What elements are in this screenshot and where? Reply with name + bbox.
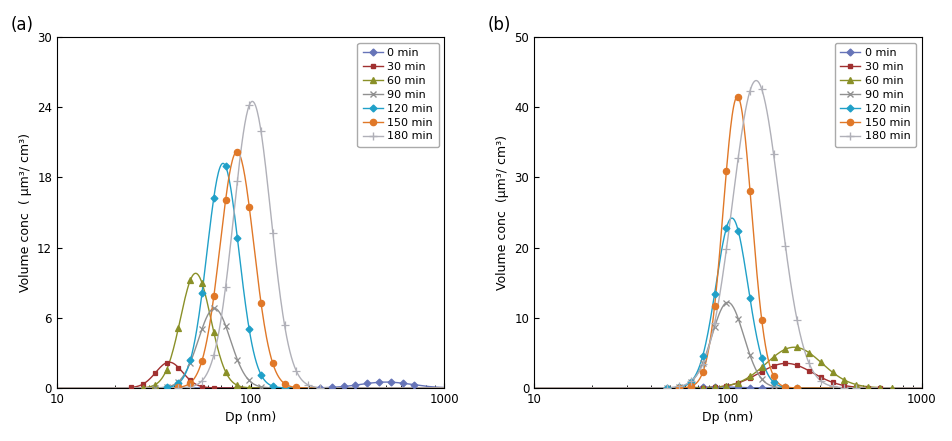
X-axis label: Dp (nm): Dp (nm) bbox=[225, 411, 276, 424]
Text: (b): (b) bbox=[487, 16, 510, 34]
X-axis label: Dp (nm): Dp (nm) bbox=[702, 411, 753, 424]
Text: (a): (a) bbox=[10, 16, 33, 34]
Y-axis label: Volume conc  (μm³/ cm³): Volume conc (μm³/ cm³) bbox=[495, 135, 508, 290]
Legend: 0 min, 30 min, 60 min, 90 min, 120 min, 150 min, 180 min: 0 min, 30 min, 60 min, 90 min, 120 min, … bbox=[357, 43, 438, 147]
Y-axis label: Volume conc  ( μm³/ cm³): Volume conc ( μm³/ cm³) bbox=[18, 133, 31, 292]
Legend: 0 min, 30 min, 60 min, 90 min, 120 min, 150 min, 180 min: 0 min, 30 min, 60 min, 90 min, 120 min, … bbox=[834, 43, 915, 147]
